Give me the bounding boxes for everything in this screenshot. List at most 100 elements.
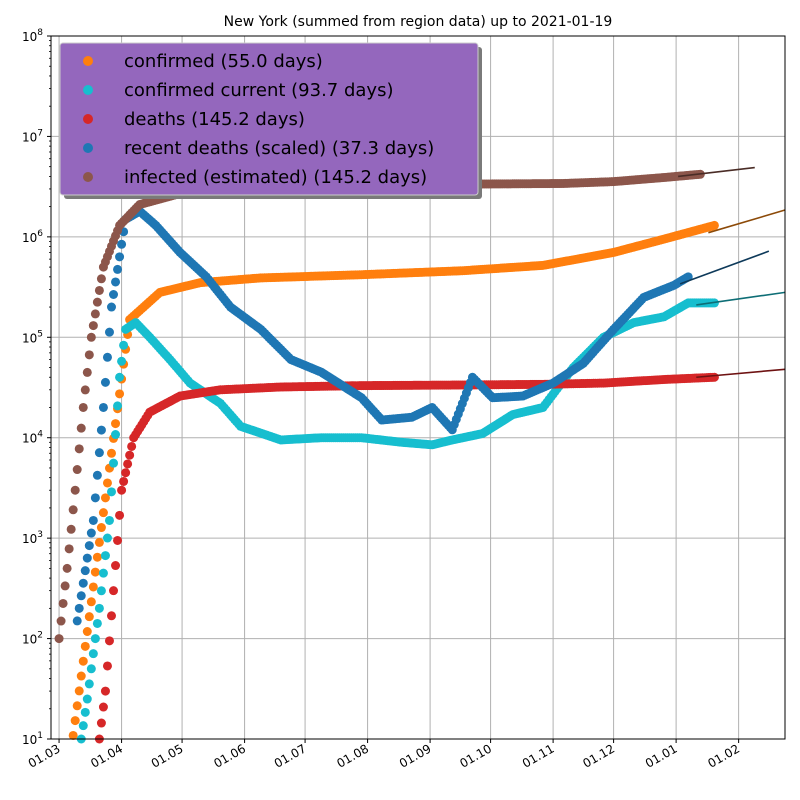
y-tick-exponent: 2 bbox=[37, 631, 43, 641]
y-tick-base: 10 bbox=[22, 733, 37, 747]
data-point bbox=[84, 679, 94, 689]
data-point bbox=[96, 523, 106, 533]
data-point bbox=[70, 716, 80, 726]
x-tick-label: 01.08 bbox=[334, 741, 371, 770]
y-tick-exponent: 1 bbox=[37, 731, 43, 741]
data-point bbox=[117, 356, 127, 366]
series-1 bbox=[76, 298, 719, 744]
data-point bbox=[98, 402, 108, 412]
data-point bbox=[62, 563, 72, 573]
data-point bbox=[88, 515, 98, 525]
data-point bbox=[88, 321, 98, 331]
data-point bbox=[121, 468, 131, 478]
data-point bbox=[104, 515, 114, 525]
data-point bbox=[109, 289, 119, 299]
data-point bbox=[100, 377, 110, 387]
x-tick-label: 01.11 bbox=[520, 741, 557, 770]
data-point bbox=[96, 274, 106, 284]
y-tick-label: 103 bbox=[22, 530, 43, 546]
chart-title: New York (summed from region data) up to… bbox=[224, 14, 613, 30]
data-point bbox=[84, 612, 94, 622]
data-point bbox=[100, 686, 110, 696]
x-tick-label: 01.10 bbox=[457, 741, 494, 770]
legend-label: infected (estimated) (145.2 days) bbox=[124, 167, 427, 188]
data-point bbox=[92, 618, 102, 628]
data-point bbox=[78, 721, 88, 731]
legend-label: confirmed current (93.7 days) bbox=[124, 80, 393, 101]
data-point bbox=[98, 568, 108, 578]
data-point bbox=[96, 586, 106, 596]
y-tick-exponent: 4 bbox=[37, 430, 43, 440]
legend-label: confirmed (55.0 days) bbox=[124, 51, 323, 72]
data-point bbox=[80, 385, 90, 395]
data-point bbox=[102, 661, 112, 671]
data-point bbox=[88, 649, 98, 659]
data-point bbox=[78, 402, 88, 412]
data-point bbox=[86, 597, 96, 607]
data-point bbox=[111, 277, 121, 287]
x-tick-label: 01.07 bbox=[272, 741, 309, 770]
y-tick-label: 106 bbox=[22, 229, 43, 245]
data-point bbox=[82, 694, 92, 704]
data-point bbox=[113, 401, 123, 411]
data-point bbox=[125, 450, 135, 460]
legend-marker bbox=[83, 143, 93, 153]
legend-label: deaths (145.2 days) bbox=[124, 109, 305, 130]
data-point bbox=[100, 493, 110, 503]
y-tick-exponent: 8 bbox=[37, 28, 43, 38]
fit-line bbox=[696, 368, 786, 379]
data-point bbox=[72, 465, 82, 475]
series-0 bbox=[68, 220, 719, 740]
data-point bbox=[56, 616, 66, 626]
data-point bbox=[109, 586, 119, 596]
y-tick-label: 104 bbox=[22, 430, 43, 446]
legend-marker bbox=[83, 114, 93, 124]
data-point bbox=[115, 389, 125, 399]
y-tick-base: 10 bbox=[22, 231, 37, 245]
plot-frame bbox=[50, 35, 786, 740]
data-point bbox=[72, 701, 82, 711]
legend-box bbox=[59, 42, 479, 196]
data-point bbox=[78, 656, 88, 666]
y-tick-base: 10 bbox=[22, 432, 37, 446]
y-tick-base: 10 bbox=[22, 30, 37, 44]
data-point bbox=[92, 297, 102, 307]
data-point bbox=[117, 485, 127, 495]
data-point bbox=[82, 626, 92, 636]
y-tick-base: 10 bbox=[22, 633, 37, 647]
data-point bbox=[90, 493, 100, 503]
legend-label: recent deaths (scaled) (37.3 days) bbox=[124, 138, 434, 159]
data-point bbox=[98, 508, 108, 518]
data-point bbox=[70, 485, 80, 495]
legend-marker bbox=[83, 85, 93, 95]
series-3 bbox=[72, 206, 693, 626]
y-tick-exponent: 7 bbox=[37, 128, 43, 138]
legend-marker bbox=[83, 172, 93, 182]
data-point bbox=[96, 718, 106, 728]
data-point bbox=[119, 476, 129, 486]
fit-lines bbox=[678, 166, 786, 379]
data-point bbox=[74, 603, 84, 613]
data-point bbox=[68, 505, 78, 515]
y-tick-label: 101 bbox=[22, 731, 43, 747]
data-point bbox=[102, 352, 112, 362]
data-point bbox=[106, 611, 116, 621]
data-point bbox=[115, 510, 125, 520]
data-point bbox=[115, 372, 125, 382]
data-point bbox=[86, 664, 96, 674]
y-tick-exponent: 5 bbox=[37, 329, 43, 339]
data-point bbox=[76, 591, 86, 601]
data-point bbox=[102, 478, 112, 488]
data-point bbox=[106, 302, 116, 312]
data-point bbox=[72, 616, 82, 626]
data-point bbox=[80, 707, 90, 717]
y-tick-base: 10 bbox=[22, 532, 37, 546]
data-point bbox=[92, 470, 102, 480]
data-point bbox=[84, 350, 94, 360]
data-point bbox=[100, 551, 110, 561]
data-point bbox=[90, 567, 100, 577]
data-point bbox=[94, 448, 104, 458]
x-tick-label: 01.05 bbox=[149, 741, 186, 770]
data-point bbox=[80, 641, 90, 651]
